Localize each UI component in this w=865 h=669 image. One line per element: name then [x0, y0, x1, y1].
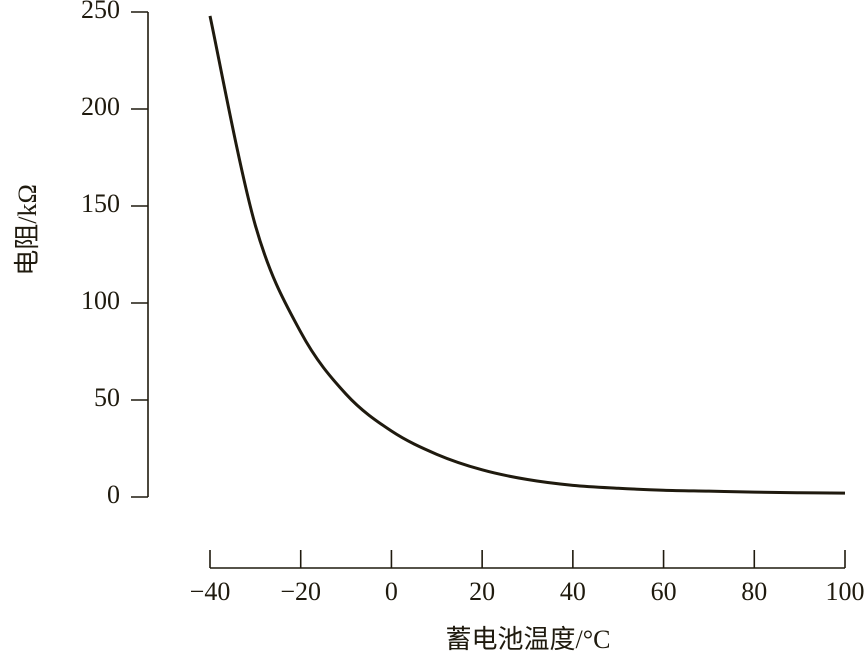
data-line [208, 15, 846, 495]
y-tick-label: 50 [94, 383, 120, 412]
x-tick-label: −40 [190, 577, 231, 606]
x-axis-label: 蓄电池温度/°C [446, 625, 611, 654]
y-tick-label: 0 [107, 480, 120, 509]
y-tick-label: 100 [81, 286, 120, 315]
y-tick-label: 200 [81, 92, 120, 121]
y-tick-label: 150 [81, 189, 120, 218]
x-tick-label: 100 [826, 577, 865, 606]
y-axis-label: 电阻/kΩ [13, 184, 42, 276]
x-tick-label: 80 [741, 577, 767, 606]
x-tick-label: 40 [560, 577, 586, 606]
x-tick-label: 0 [385, 577, 398, 606]
x-tick-label: 20 [469, 577, 495, 606]
y-tick-label: 250 [81, 0, 120, 24]
x-tick-label: 60 [651, 577, 677, 606]
x-tick-label: −20 [280, 577, 321, 606]
